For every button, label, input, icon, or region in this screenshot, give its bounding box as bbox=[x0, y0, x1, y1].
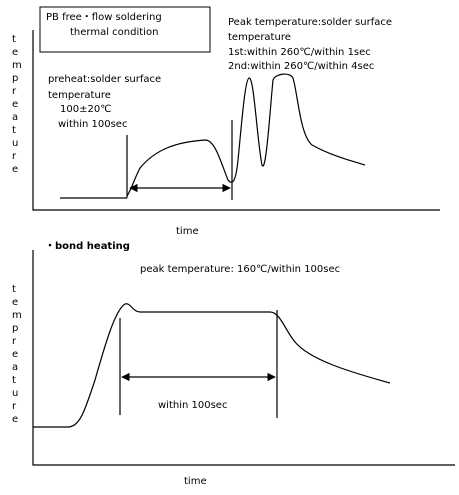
profile-curve bbox=[126, 73, 366, 197]
preheat-note: 100±20℃ bbox=[60, 104, 111, 115]
span-note: within 100sec bbox=[158, 400, 227, 411]
markers bbox=[119, 310, 278, 418]
peak-note: peak temperature: 160℃/within 100sec bbox=[140, 264, 340, 275]
x-label: time bbox=[184, 476, 207, 487]
preheat-note: temperature bbox=[48, 90, 111, 101]
preheat-note: preheat:solder surface bbox=[48, 74, 161, 85]
preheat-note: within 100sec bbox=[58, 119, 127, 130]
section-title: ・bond heating bbox=[45, 241, 130, 252]
box-title: PB free・flow soldering bbox=[46, 12, 162, 23]
peak-note: Peak temperature:solder surface bbox=[228, 17, 392, 28]
title-box bbox=[39, 6, 211, 53]
markers bbox=[60, 120, 233, 200]
box-title: thermal condition bbox=[70, 27, 158, 38]
peak-note: 1st:within 260℃/within 1sec bbox=[228, 47, 371, 58]
peak-note: temperature bbox=[228, 32, 291, 43]
axes bbox=[32, 250, 455, 466]
peak-note: 2nd:within 260℃/within 4sec bbox=[228, 61, 374, 72]
axes bbox=[32, 30, 440, 211]
x-label: time bbox=[176, 226, 199, 237]
profile-curve bbox=[33, 303, 391, 428]
